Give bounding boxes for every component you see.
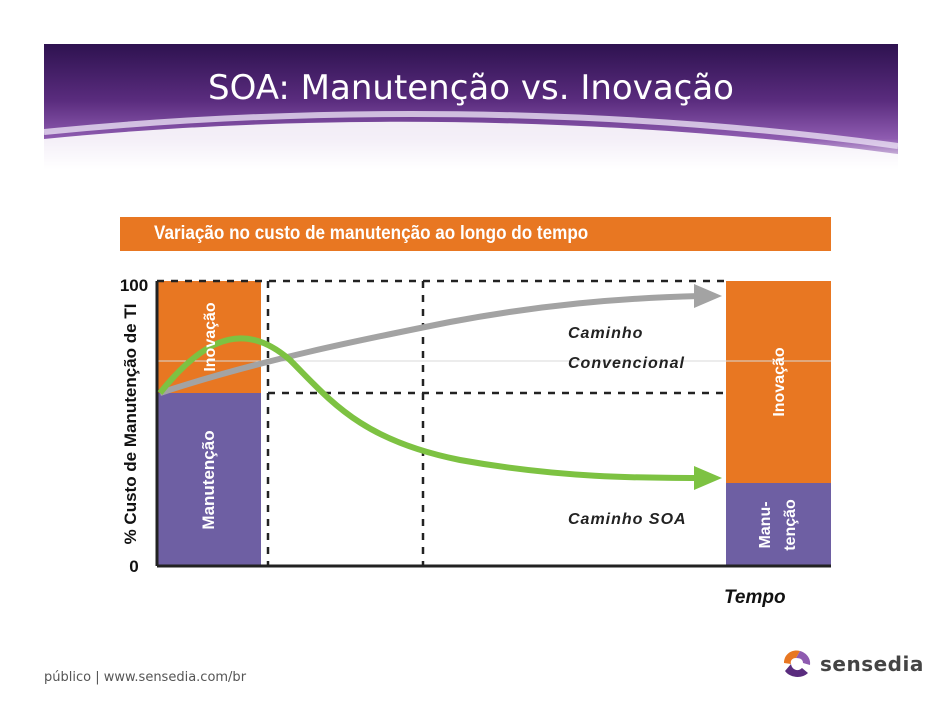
y-bottom-tick: 0 — [129, 557, 138, 576]
right-bar-maintenance — [726, 483, 831, 566]
right-bar-innovation-label: Inovação — [771, 347, 788, 417]
slide-title: SOA: Manutenção vs. Inovação — [208, 68, 734, 108]
chart-subtitle: Variação no custo de manutenção ao longo… — [154, 223, 589, 244]
left-bar-maintenance-label: Manutenção — [199, 430, 218, 529]
left-bar-maintenance — [157, 393, 261, 566]
logo-text: sensedia — [820, 652, 924, 676]
footer-text: público | www.sensedia.com/br — [44, 670, 247, 685]
y-top-tick: 100 — [120, 276, 148, 295]
right-bar-maintenance-label-1: Manu- — [757, 501, 774, 548]
soa-path-arrow — [694, 466, 722, 490]
conventional-path-arrow — [694, 284, 722, 308]
soa-path-line — [157, 335, 701, 481]
chart-subtitle-bar — [120, 217, 831, 251]
x-axis-label: Tempo — [724, 587, 786, 608]
conventional-label-1: Caminho — [568, 325, 643, 342]
sensedia-logo: sensedia — [780, 646, 923, 680]
sensedia-logo-icon — [784, 650, 811, 677]
right-bar-maintenance-label-2: tenção — [782, 499, 799, 551]
right-bar-innovation — [726, 281, 831, 483]
y-axis-label: % Custo de Manutenção de TI — [121, 304, 140, 545]
soa-label: Caminho SOA — [568, 511, 687, 528]
plot-area — [157, 281, 831, 566]
header-band — [44, 44, 898, 170]
left-bar-innovation-label: Inovação — [202, 302, 219, 372]
conventional-path-line — [159, 293, 701, 396]
conventional-label-2: Convencional — [568, 355, 685, 372]
